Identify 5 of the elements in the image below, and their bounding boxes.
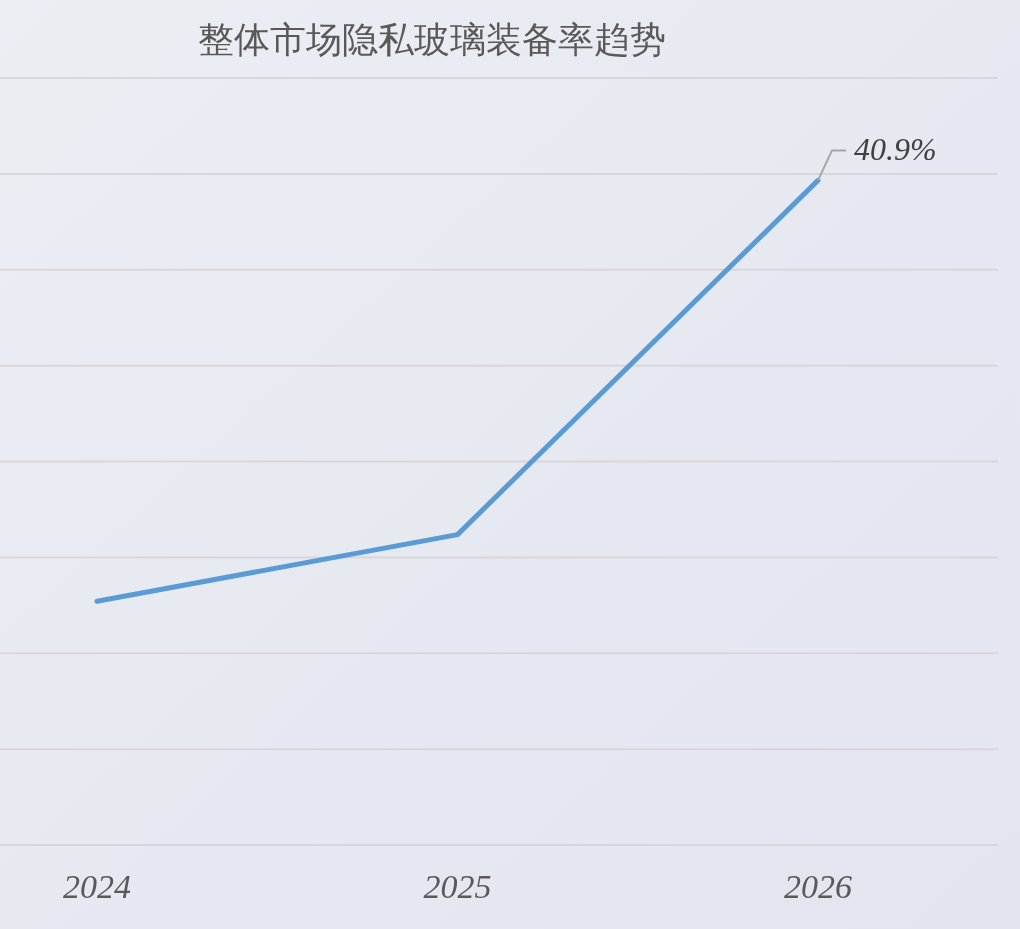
data-label: 40.9% bbox=[854, 131, 937, 168]
chart-title: 整体市场隐私玻璃装备率趋势 bbox=[198, 19, 666, 60]
x-tick-label: 2024 bbox=[63, 868, 131, 905]
x-tick-label: 2025 bbox=[423, 868, 492, 905]
x-tick-label: 2026 bbox=[784, 868, 852, 905]
